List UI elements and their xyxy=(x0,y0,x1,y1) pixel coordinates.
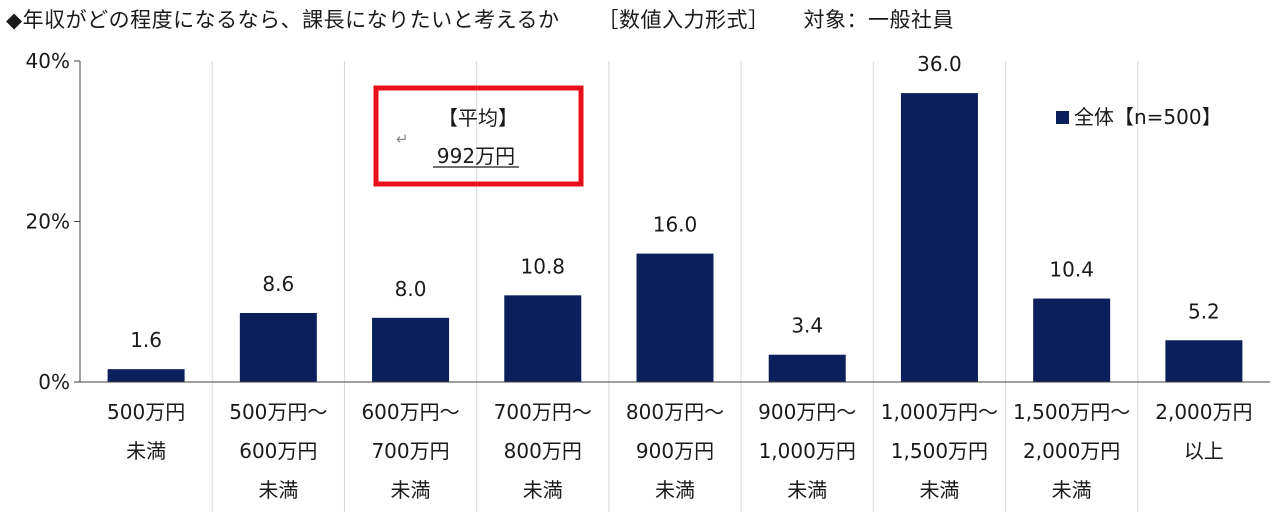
chart-title-text: ◆年収がどの程度になるなら、課長になりたいと考えるか xyxy=(6,8,560,32)
category-label-line: 2,000万円 xyxy=(1023,439,1120,463)
category-label: 1,500万円～ 2,000万円未満 xyxy=(1013,400,1130,502)
return-icon: ↵ xyxy=(396,130,409,148)
data-label: 36.0 xyxy=(917,52,962,76)
bar xyxy=(107,369,185,382)
chart-title-target: 対象：一般社員 xyxy=(803,8,955,32)
bar xyxy=(1165,340,1243,382)
category-label-line: 1,000万円～ xyxy=(881,400,998,424)
data-labels: 1.6 8.6 8.0 10.8 16.0 3.4 36.0 10.4 5.2 xyxy=(130,52,1220,352)
data-label: 3.4 xyxy=(791,314,823,338)
data-label: 10.4 xyxy=(1049,258,1094,282)
legend: 全体【n=500】 xyxy=(1056,105,1222,129)
bar xyxy=(504,295,582,382)
category-label-line: 未満 xyxy=(1052,478,1092,502)
category-label: 800万円～ 900万円未満 xyxy=(626,400,724,502)
legend-swatch xyxy=(1056,111,1069,124)
category-label-line: 900万円～ xyxy=(758,400,856,424)
category-label-line: 未満 xyxy=(655,478,695,502)
category-label: 700万円～ 800万円未満 xyxy=(494,400,592,502)
annotation-heading: 【平均】 xyxy=(438,106,518,130)
annotation-value: 992万円 xyxy=(437,144,515,168)
annotation-box xyxy=(373,85,584,187)
category-label-line: 2,000万円 xyxy=(1155,400,1252,424)
category-label: 2,000万円以上 xyxy=(1155,400,1252,463)
axes: 0% 20% 40% xyxy=(26,49,1270,394)
category-label-line: 未満 xyxy=(787,478,827,502)
category-label-line: 1,500万円 xyxy=(891,439,988,463)
category-label-line: 700万円～ xyxy=(494,400,592,424)
category-label-line: 未満 xyxy=(919,478,959,502)
category-label-line: 500万円 xyxy=(107,400,185,424)
data-label: 10.8 xyxy=(521,254,566,278)
y-tick-label: 20% xyxy=(26,210,70,234)
category-label: 900万円～ 1,000万円未満 xyxy=(758,400,856,502)
category-label-line: 未満 xyxy=(523,478,563,502)
category-label-line: 600万円～ xyxy=(361,400,459,424)
category-label-line: 以上 xyxy=(1184,439,1224,463)
category-label-line: 未満 xyxy=(126,439,166,463)
category-label-line: 500万円～ xyxy=(229,400,327,424)
data-label: 16.0 xyxy=(653,213,698,237)
category-label-line: 未満 xyxy=(391,478,431,502)
bar xyxy=(636,253,714,382)
legend-label: 全体【n=500】 xyxy=(1074,105,1222,129)
data-label: 8.6 xyxy=(262,272,294,296)
chart-title-format: ［数値入力形式］ xyxy=(597,8,770,32)
bar xyxy=(372,317,450,382)
category-label-line: 900万円 xyxy=(636,439,714,463)
y-tick-label: 0% xyxy=(38,370,70,394)
category-label: 500万円～ 600万円未満 xyxy=(229,400,327,502)
bar xyxy=(1033,298,1111,382)
category-label: 600万円～ 700万円未満 xyxy=(361,400,459,502)
y-tick-label: 40% xyxy=(26,49,70,73)
category-label-line: 800万円～ xyxy=(626,400,724,424)
data-label: 5.2 xyxy=(1188,299,1220,323)
category-label-line: 1,000万円 xyxy=(759,439,856,463)
category-label-line: 未満 xyxy=(258,478,298,502)
category-label-line: 700万円 xyxy=(371,439,449,463)
category-label: 500万円未満 xyxy=(107,400,185,463)
bar xyxy=(900,93,978,382)
category-label-line: 1,500万円～ xyxy=(1013,400,1130,424)
bar xyxy=(239,312,317,382)
bars xyxy=(107,93,1243,382)
chart-title: ◆年収がどの程度になるなら、課長になりたいと考えるか ［数値入力形式］ 対象：一般社… xyxy=(6,4,954,34)
category-label-line: 600万円 xyxy=(239,439,317,463)
data-label: 1.6 xyxy=(130,328,162,352)
grid-lines xyxy=(211,61,1139,512)
category-label: 1,000万円～ 1,500万円未満 xyxy=(881,400,998,502)
data-label: 8.0 xyxy=(395,277,427,301)
bar xyxy=(768,354,846,382)
average-annotation: 【平均】 ↵ 992万円 xyxy=(373,85,584,187)
category-label-line: 800万円 xyxy=(504,439,582,463)
